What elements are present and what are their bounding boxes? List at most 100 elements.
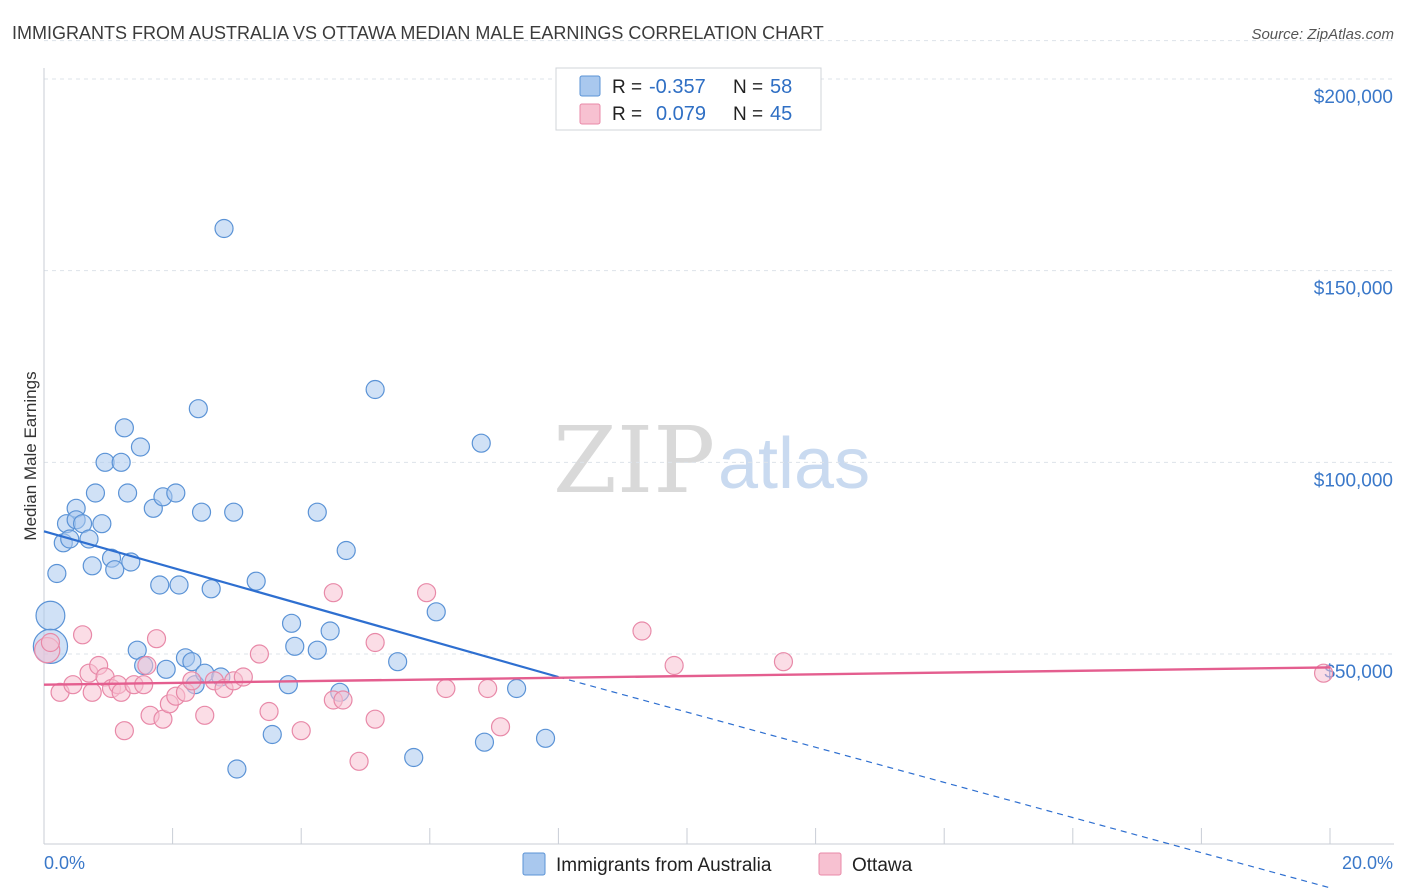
ottawa-point-43 xyxy=(773,652,794,672)
ottawa-point-15 xyxy=(137,655,157,676)
x-tick-max: 20.0% xyxy=(1342,853,1393,873)
series-ottawa xyxy=(34,583,1334,771)
ottawa-point-36 xyxy=(365,709,385,729)
legend-pink-r-label: R = xyxy=(612,104,642,125)
correlation-legend: R = -0.357 N = 58 R = 0.079 N = 45 xyxy=(555,67,822,131)
ottawa-point-14 xyxy=(134,675,154,695)
y-tick-label-2: $150,000 xyxy=(1314,279,1393,300)
australia-point-53 xyxy=(426,602,446,622)
australia-point-39 xyxy=(227,759,247,779)
australia-point-13 xyxy=(95,452,115,472)
australia-point-41 xyxy=(262,724,282,745)
australia-point-57 xyxy=(535,728,556,748)
australia-point-49 xyxy=(336,540,356,561)
grid xyxy=(44,40,1394,655)
australia-point-44 xyxy=(285,636,305,656)
legend-blue-r-label: R = xyxy=(612,77,642,98)
ottawa-point-17 xyxy=(146,629,167,649)
australia-point-40 xyxy=(246,571,266,591)
ottawa-point-4 xyxy=(72,625,93,645)
australia-point-2 xyxy=(47,563,67,584)
ottawa-point-42 xyxy=(664,655,684,676)
ottawa-point-6 xyxy=(82,682,102,702)
legend-pink-n-label: N = xyxy=(733,104,763,125)
ottawa-point-22 xyxy=(182,671,202,691)
y-tick-label-3: $200,000 xyxy=(1314,87,1393,108)
chart-title: IMMIGRANTS FROM AUSTRALIA VS OTTAWA MEDI… xyxy=(12,23,824,43)
australia-trendline-extension xyxy=(558,676,1331,889)
y-tick-label-0: $50,000 xyxy=(1324,662,1393,683)
australia-point-18 xyxy=(117,483,138,503)
ottawa-point-27 xyxy=(233,667,253,687)
australia-point-36 xyxy=(214,218,234,239)
ottawa-point-23 xyxy=(195,705,215,725)
ottawa-point-30 xyxy=(291,721,311,741)
y-tick-label-1: $100,000 xyxy=(1314,470,1393,491)
australia-point-16 xyxy=(111,452,131,472)
ottawa-point-1 xyxy=(40,632,61,653)
australia-point-52 xyxy=(404,747,424,768)
y-tick-labels: $50,000 $100,000 $150,000 $200,000 xyxy=(1314,87,1393,683)
bottom-legend-blue-label: Immigrants from Australia xyxy=(556,855,772,876)
australia-point-46 xyxy=(307,640,327,660)
legend-blue-n-label: N = xyxy=(733,77,763,98)
australia-point-47 xyxy=(320,621,340,641)
ottawa-point-35 xyxy=(365,632,385,653)
australia-point-56 xyxy=(507,678,527,699)
ottawa-point-12 xyxy=(114,721,134,741)
watermark: ZIP atlas xyxy=(553,407,870,514)
australia-point-10 xyxy=(82,556,102,576)
legend-pink-r-value: 0.079 xyxy=(656,103,706,125)
legend-swatch-pink xyxy=(579,103,601,125)
watermark-zip: ZIP xyxy=(553,407,715,514)
ottawa-trendline xyxy=(43,666,1331,686)
series-legend: Immigrants from Australia Ottawa xyxy=(522,852,913,876)
australia-point-0 xyxy=(35,600,66,631)
legend-swatch-blue xyxy=(579,75,601,97)
legend-blue-r-value: -0.357 xyxy=(649,76,706,98)
australia-point-17 xyxy=(114,418,134,438)
australia-point-12 xyxy=(92,514,112,534)
australia-point-27 xyxy=(166,483,186,503)
australia-trendline xyxy=(43,530,559,679)
australia-point-33 xyxy=(191,502,212,522)
australia-point-35 xyxy=(201,579,221,599)
ottawa-point-41 xyxy=(632,621,652,641)
australia-point-42 xyxy=(278,675,298,695)
australia-point-21 xyxy=(130,437,151,457)
series-immigrants-from-australia xyxy=(32,218,556,779)
australia-point-32 xyxy=(188,399,208,419)
australia-point-24 xyxy=(150,575,170,595)
watermark-atlas: atlas xyxy=(718,424,870,504)
legend-blue-n-value: 58 xyxy=(770,76,792,98)
ottawa-point-40 xyxy=(490,717,511,737)
ottawa-point-37 xyxy=(416,583,437,603)
ottawa-point-33 xyxy=(333,690,353,710)
ottawa-point-34 xyxy=(349,751,369,771)
x-tick-min: 0.0% xyxy=(44,853,85,873)
ottawa-point-29 xyxy=(259,701,279,722)
ottawa-point-38 xyxy=(436,678,456,699)
australia-point-45 xyxy=(307,502,327,522)
axes xyxy=(43,68,1394,845)
australia-point-54 xyxy=(471,433,491,453)
bottom-legend-swatch-pink xyxy=(818,852,842,876)
ottawa-point-39 xyxy=(478,678,498,699)
australia-point-43 xyxy=(281,613,302,633)
australia-point-26 xyxy=(156,659,176,679)
australia-point-38 xyxy=(224,502,244,522)
ottawa-point-28 xyxy=(249,644,270,664)
australia-point-11 xyxy=(85,483,106,503)
y-axis-label: Median Male Earnings xyxy=(21,371,40,540)
australia-point-15 xyxy=(105,560,125,580)
bottom-legend-pink-label: Ottawa xyxy=(852,855,913,876)
australia-point-55 xyxy=(474,732,495,752)
legend-pink-n-value: 45 xyxy=(770,103,792,125)
bottom-legend-swatch-blue xyxy=(522,852,546,876)
trendlines xyxy=(43,530,1331,889)
australia-point-30 xyxy=(182,652,202,672)
ottawa-point-31 xyxy=(323,583,343,603)
australia-point-50 xyxy=(365,379,385,400)
australia-point-28 xyxy=(169,575,189,595)
